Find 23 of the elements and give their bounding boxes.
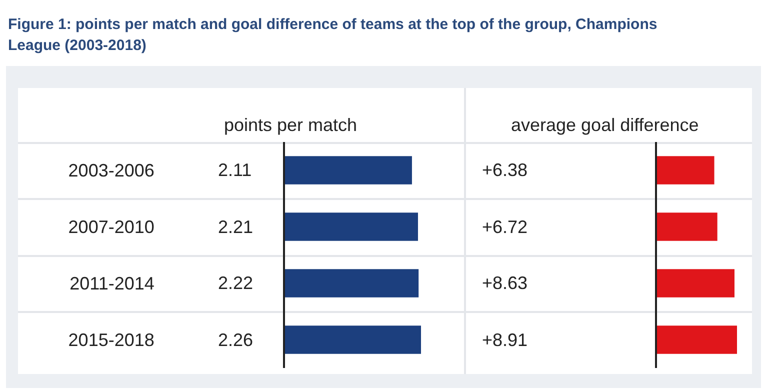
chart-title: average goal difference	[511, 115, 699, 135]
bar	[657, 269, 734, 298]
bar	[285, 269, 419, 298]
data-label: 2.11	[218, 160, 252, 180]
data-label: 2.22	[218, 273, 254, 293]
bar	[657, 326, 737, 354]
data-label: 2.21	[218, 217, 254, 237]
data-label: 2.26	[218, 330, 254, 350]
y-tick-label: 2015-2018	[68, 330, 154, 350]
chart-subtitle: points per match	[224, 115, 358, 135]
y-tick-label: 2007-2010	[68, 217, 154, 238]
y-tick-label: 2011-2014	[70, 274, 154, 294]
chart-title: Figure 1: points per match and goal difference of teams at the top of the group, Champions League (2003-2018)	[8, 15, 658, 56]
data-label: +6.72	[482, 217, 528, 237]
bar	[285, 212, 418, 241]
data-label: +8.91	[482, 330, 528, 350]
y-tick-label: 2003-2006	[68, 160, 154, 181]
bar	[285, 156, 412, 184]
bar	[657, 156, 714, 184]
data-label: +6.38	[482, 160, 528, 180]
bar	[657, 212, 718, 241]
bar	[285, 326, 421, 354]
data-label: +8.63	[482, 273, 528, 293]
